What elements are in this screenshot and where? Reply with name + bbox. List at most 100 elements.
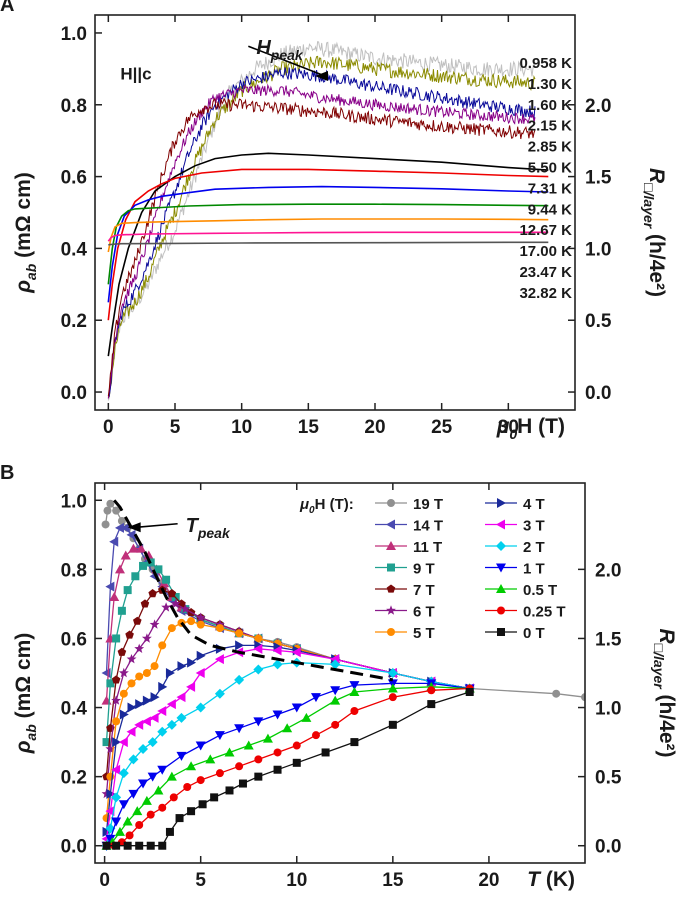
data-point [111, 764, 121, 775]
y2-tick-label: 2.0 [595, 560, 621, 581]
data-point [162, 575, 171, 584]
legend-title: μ0H (T): [299, 496, 354, 516]
data-point [253, 643, 263, 654]
legend-label: 0.25 T [523, 604, 566, 621]
data-point [234, 674, 245, 685]
data-point [195, 741, 206, 751]
data-point [112, 841, 121, 850]
peak-guide-dashed [113, 499, 394, 682]
legend-label: 19 T [413, 496, 443, 513]
data-point [102, 738, 111, 747]
series-7-31-k [107, 168, 549, 321]
data-point [126, 529, 136, 540]
series-line [107, 168, 549, 321]
legend-item: 2 T [485, 539, 545, 556]
data-point [141, 633, 152, 643]
data-point [112, 634, 121, 643]
x-axis-label: μ0H (T) [496, 415, 565, 442]
legend-item: 19 T [375, 496, 443, 513]
y-tick-label: 0.6 [61, 168, 87, 189]
field-direction-label: H||c [120, 65, 151, 84]
legend-marker [386, 519, 395, 530]
legend-label: 14 T [413, 518, 443, 535]
data-point [147, 737, 158, 748]
data-point [122, 816, 133, 826]
x-tick-label: 0 [99, 870, 110, 891]
data-point [126, 726, 136, 737]
data-point [106, 788, 116, 799]
legend-label: 5 T [413, 625, 435, 642]
data-point [243, 740, 254, 750]
legend-entry: 17.00 K [519, 243, 572, 260]
x-tick-label: 30 [498, 417, 519, 438]
x-tick-label: 5 [195, 870, 206, 891]
series-12-67-k [107, 203, 549, 285]
series-9-44-k [107, 185, 549, 303]
data-point [119, 689, 128, 698]
legend-marker [387, 563, 395, 572]
data-point [157, 726, 168, 737]
data-point [149, 619, 160, 629]
data-point [109, 536, 119, 547]
legend-marker [386, 605, 396, 615]
data-point [581, 693, 585, 702]
data-point [165, 827, 174, 836]
data-point [427, 686, 436, 695]
x-tick-label: 15 [382, 870, 404, 891]
data-point [140, 599, 150, 608]
data-point [141, 716, 151, 727]
legend-entry: 9.44 K [528, 201, 572, 218]
x-tick-label: 10 [286, 870, 307, 891]
legend-item: 1 T [485, 561, 545, 578]
data-point [272, 659, 283, 670]
legend-entry: 23.47 K [519, 264, 572, 281]
legend-marker [496, 563, 506, 573]
data-point [195, 668, 205, 678]
data-point [120, 522, 130, 533]
data-point [139, 561, 148, 570]
y-tick-label: 1.0 [61, 491, 87, 512]
legend-item: 4 T [485, 496, 545, 513]
data-point [114, 826, 125, 836]
data-point [273, 748, 282, 757]
y-tick-label: 0.4 [61, 699, 88, 720]
data-point [118, 737, 128, 748]
data-point [111, 675, 121, 684]
data-point [135, 841, 144, 850]
data-point [330, 659, 341, 670]
x-tick-label: 5 [170, 417, 181, 438]
data-point [210, 793, 219, 802]
legend-marker [496, 541, 506, 551]
legend-marker [387, 499, 395, 507]
legend-label: 0 T [523, 625, 545, 642]
panel-A: A 0 5 10 15 20 25 30 0.0 0.2 0.4 0.6 0.8 1.0 0.0 0.5 1.0… [0, 0, 668, 442]
data-point [158, 841, 167, 850]
data-point [105, 806, 115, 817]
data-point [150, 692, 160, 703]
legend-entry: 32.82 K [519, 285, 572, 302]
data-point [272, 645, 282, 656]
y2-tick-label: 2.0 [585, 96, 611, 117]
data-point [253, 717, 264, 727]
x-tick-label: 0 [103, 417, 114, 438]
legend-entry: 1.30 K [528, 76, 572, 93]
data-point [169, 793, 178, 802]
data-point [166, 699, 176, 710]
data-point [117, 606, 126, 615]
data-point [158, 803, 167, 812]
data-point [330, 695, 341, 705]
series-line [107, 97, 536, 397]
data-point [134, 719, 144, 730]
y-tick-label: 1.0 [61, 24, 87, 45]
data-point [214, 654, 224, 665]
data-point [112, 717, 121, 726]
data-point [146, 841, 155, 850]
data-point [125, 831, 134, 840]
legend-item: 11 T [375, 539, 442, 556]
y-axis-label: ρab (mΩ cm) [12, 633, 39, 755]
legend-entry: 1.60 K [528, 97, 572, 114]
panel-label: B [0, 462, 14, 484]
data-point [106, 679, 115, 688]
data-point [196, 650, 206, 661]
series-line [107, 185, 549, 303]
